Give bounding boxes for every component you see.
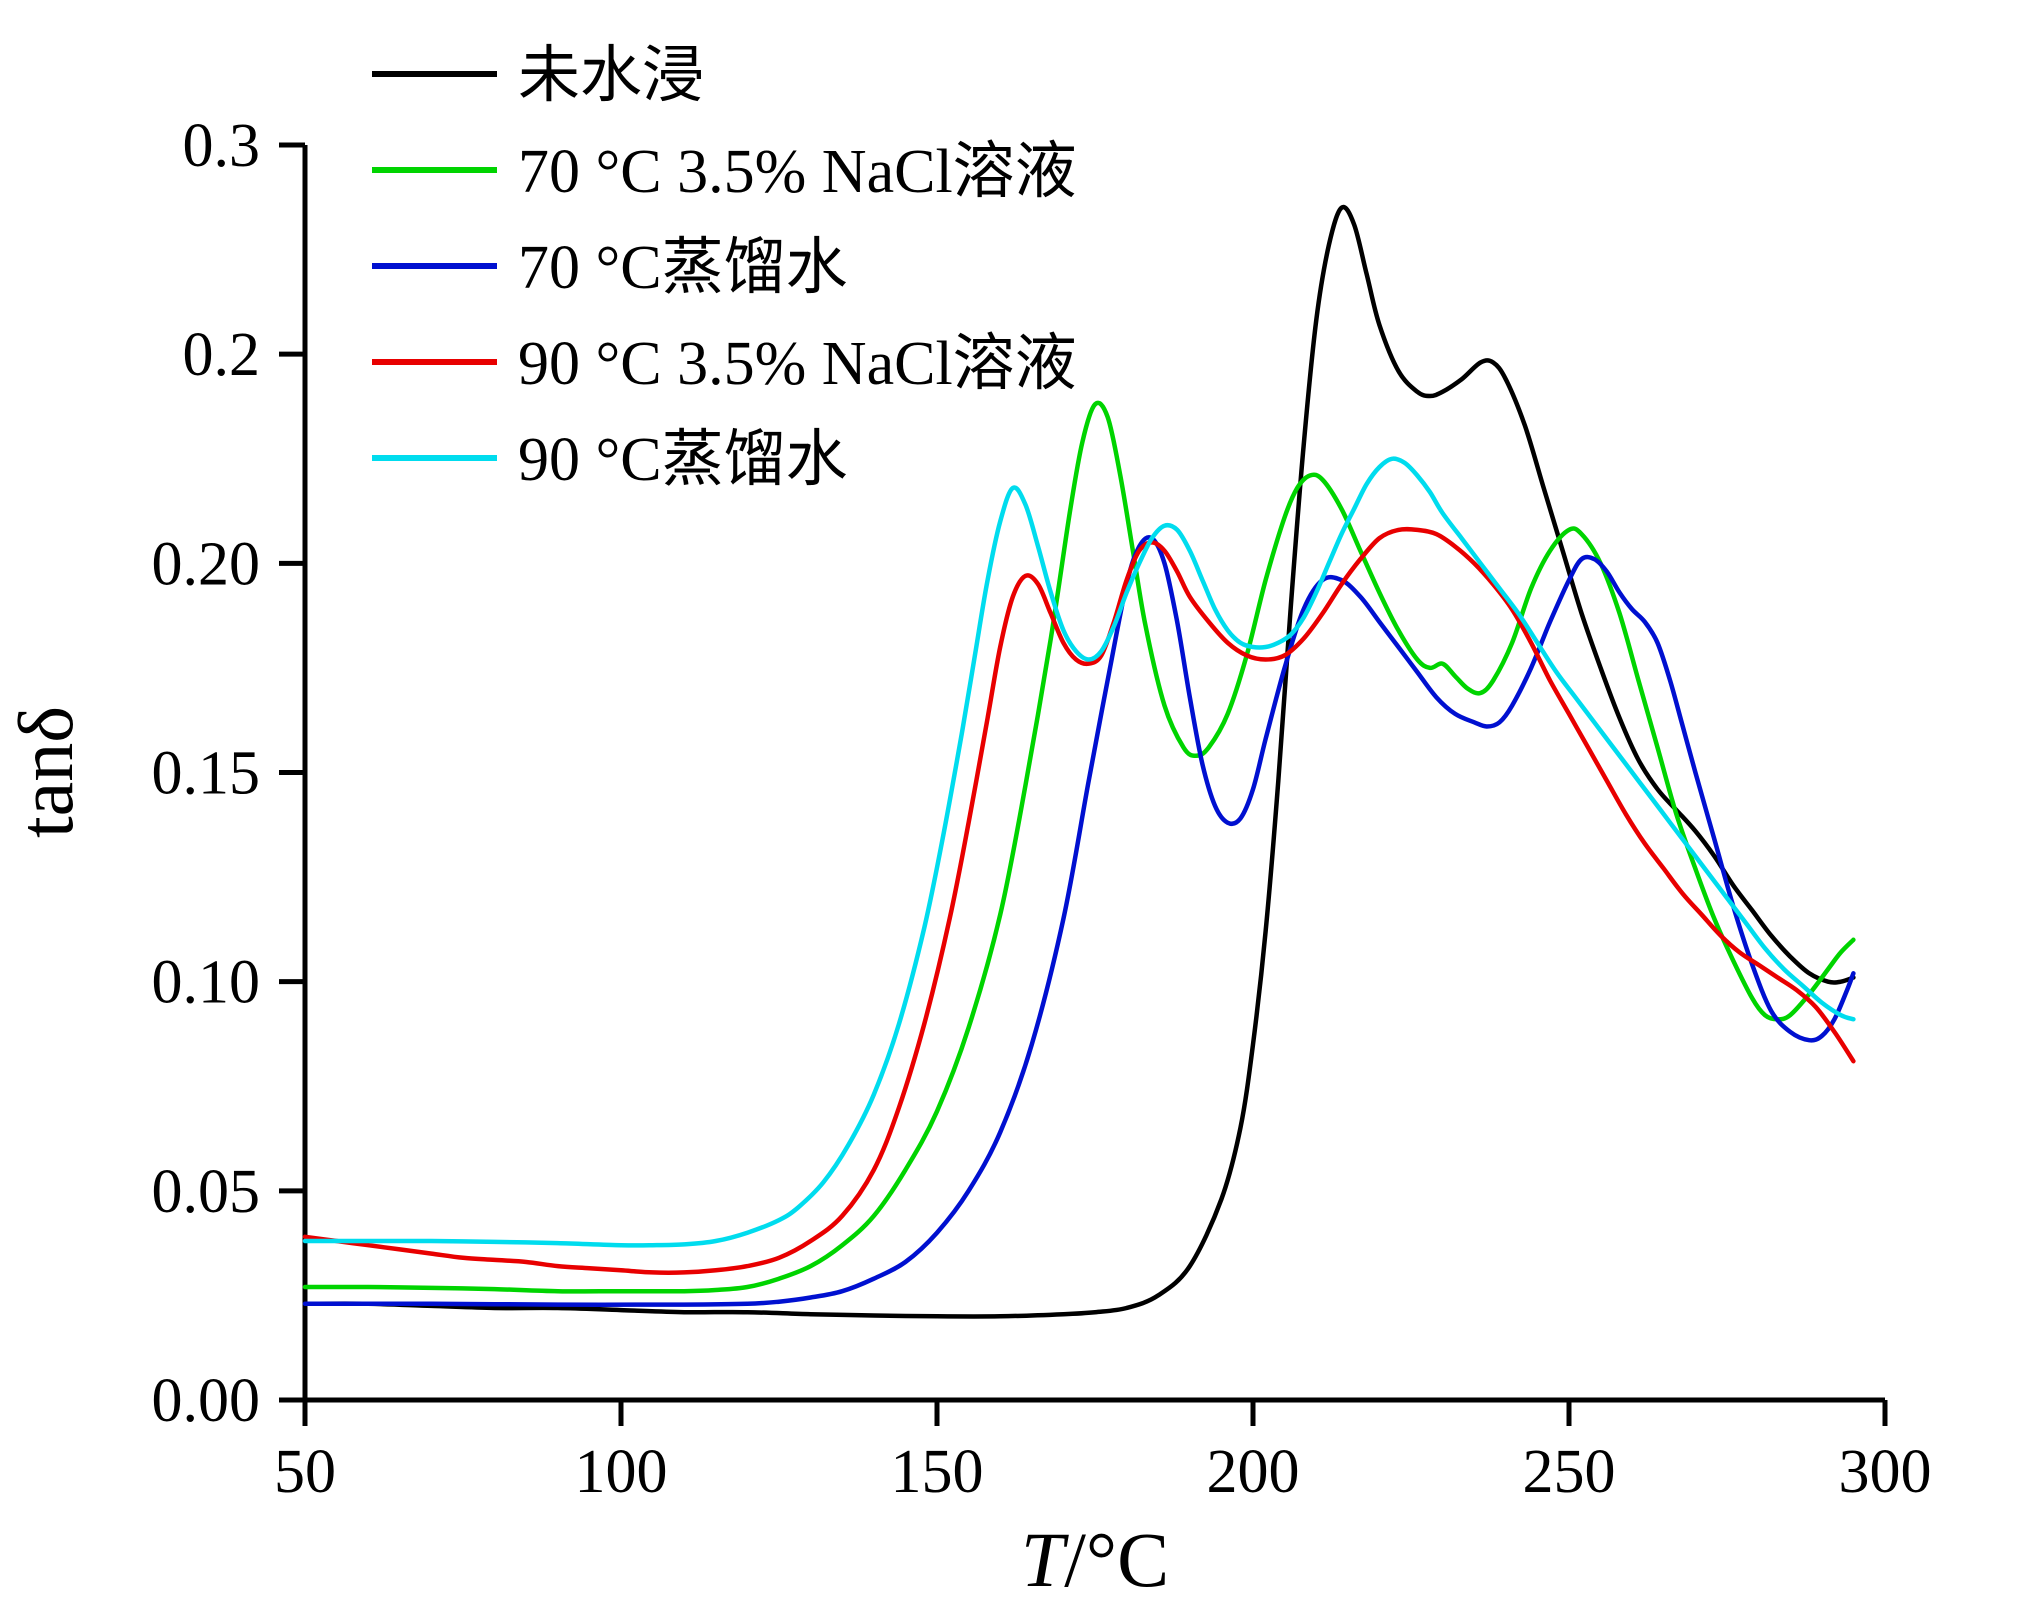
x-tick-label-5: 300 [1839,1438,1932,1506]
y-tick-label-2: 0.10 [152,949,261,1017]
legend-item-nacl-90: 90 °C 3.5% NaCl溶液 [372,330,1077,398]
y-tick-label-4: 0.20 [152,530,261,598]
y-axis-title: tanδ [2,706,89,838]
x-tick-label-4: 250 [1523,1438,1616,1506]
chart-legend: 未水浸 70 °C 3.5% NaCl溶液 70 °C蒸馏水 90 °C 3.5% N… [372,42,1077,494]
legend-item-untreated: 未水浸 [372,42,704,110]
curve-nacl-90 [302,526,1856,1275]
legend-item-nacl-70: 70 °C 3.5% NaCl溶液 [372,138,1077,206]
curve-nacl-70 [302,400,1856,1294]
x-axis-title: T/°C [1021,1516,1169,1603]
x-tick-label-1: 100 [575,1438,668,1506]
y-tick-label-6: 0.3 [183,112,261,180]
x-axis-variable: T [1021,1516,1069,1603]
x-tick-label-2: 150 [891,1438,984,1506]
y-tick-label-3: 0.15 [152,740,261,808]
legend-label-nacl-70: 70 °C 3.5% NaCl溶液 [518,138,1077,206]
legend-label-water-90: 90 °C蒸馏水 [518,426,848,494]
legend-label-water-70: 70 °C蒸馏水 [518,234,848,302]
y-tick-label-0: 0.00 [152,1367,261,1435]
x-tick-label-0: 50 [274,1438,336,1506]
curves-layer [302,204,1856,1319]
y-tick-label-1: 0.05 [152,1158,261,1226]
legend-label-nacl-90: 90 °C 3.5% NaCl溶液 [518,330,1077,398]
x-tick-label-3: 200 [1207,1438,1300,1506]
legend-label-untreated: 未水浸 [518,42,704,110]
curve-water-90 [302,456,1856,1248]
x-axis-unit: /°C [1064,1516,1169,1603]
axes-layer: 0.00 0.05 0.10 0.15 0.20 0.2 0.3 50 100 150 200 250… [152,112,1932,1506]
y-tick-label-5: 0.2 [183,321,261,389]
legend-item-water-70: 70 °C蒸馏水 [372,234,848,302]
legend-item-water-90: 90 °C蒸馏水 [372,426,848,494]
